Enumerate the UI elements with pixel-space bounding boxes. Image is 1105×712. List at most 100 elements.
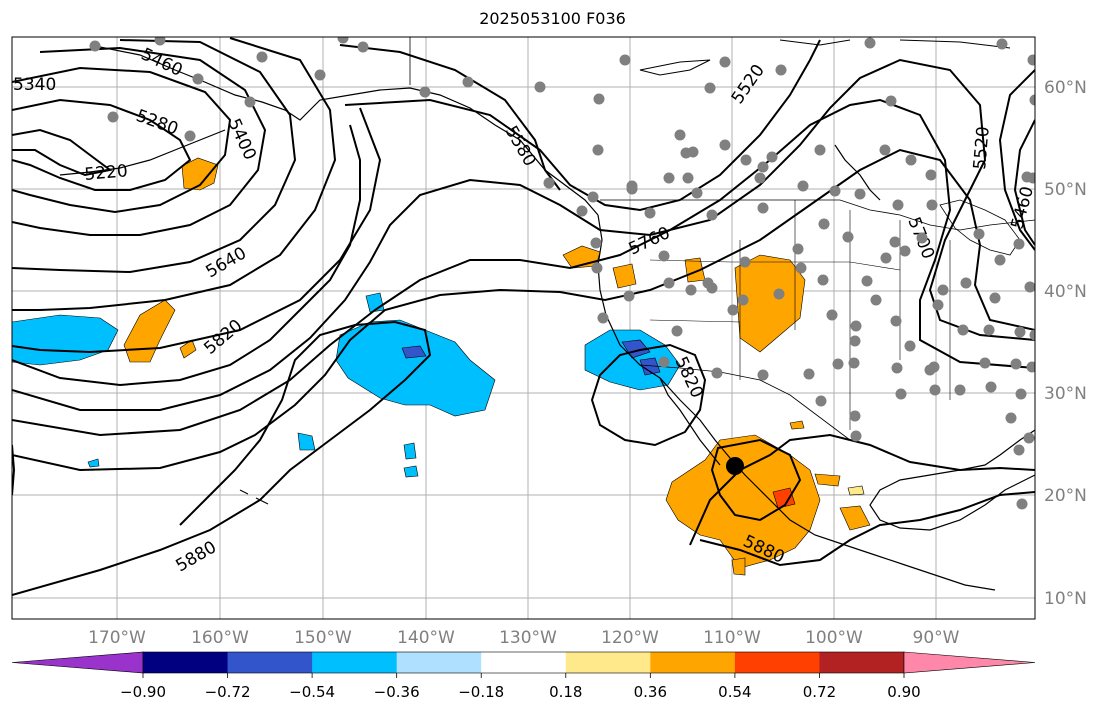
contour-5880-south xyxy=(689,433,1035,546)
contour-5400 xyxy=(12,46,267,236)
station-dot xyxy=(916,232,928,244)
colorbar-tick-labels: −0.90 −0.72 −0.54 −0.36 −0.18 0.18 0.36 0.54 0.7… xyxy=(120,673,921,701)
map-title: 2025053100 F036 xyxy=(479,9,626,28)
station-dot xyxy=(957,324,969,336)
contour-5880-loop xyxy=(710,438,802,522)
latitude-label: 60°N xyxy=(1044,78,1087,98)
contour-5220 xyxy=(12,128,113,177)
station-dot xyxy=(1010,358,1022,370)
longitude-label: 100°W xyxy=(805,628,863,648)
contour-5880 xyxy=(12,320,432,596)
station-dot xyxy=(848,357,860,369)
anomaly-shading xyxy=(12,157,871,576)
station-dot xyxy=(314,69,326,81)
contour-5580 xyxy=(12,44,561,354)
station-dot xyxy=(1029,94,1035,106)
longitude-label: 90°W xyxy=(913,628,960,648)
station-dot xyxy=(740,154,752,166)
station-dot xyxy=(775,64,787,76)
station-dot xyxy=(1013,444,1025,456)
station-dot xyxy=(832,358,844,370)
station-dot xyxy=(663,172,675,184)
longitude-label: 110°W xyxy=(703,628,761,648)
longitude-label: 120°W xyxy=(601,628,659,648)
canada-us-border xyxy=(600,199,1035,231)
negative-anomaly-region xyxy=(87,458,100,468)
west-coast xyxy=(597,214,996,591)
station-dot xyxy=(757,369,769,381)
alaska-coastline xyxy=(89,44,599,216)
station-dot xyxy=(587,191,599,203)
contour-5640 xyxy=(12,39,821,387)
station-dot xyxy=(591,262,603,274)
colorbar-swatch xyxy=(312,652,398,673)
station-dot xyxy=(727,304,739,316)
contour-5520-east xyxy=(1013,119,1035,246)
colorbar-swatch xyxy=(819,652,905,673)
station-dot xyxy=(576,205,588,217)
station-dot xyxy=(954,384,966,396)
station-dot xyxy=(996,38,1008,50)
station-dot xyxy=(889,236,901,248)
station-dot xyxy=(719,56,731,68)
station-dot xyxy=(256,51,268,63)
positive-anomaly-region xyxy=(665,434,821,569)
storm-center-marker xyxy=(726,457,744,475)
station-dot xyxy=(623,290,635,302)
station-dot xyxy=(619,54,631,66)
colorbar-swatch xyxy=(396,652,482,673)
station-dot xyxy=(154,37,166,46)
station-dot xyxy=(1029,329,1035,341)
colorbar-tick-label: −0.18 xyxy=(458,683,504,701)
colorbar-tick-label: 0.36 xyxy=(634,683,667,701)
station-dot xyxy=(737,294,749,306)
station-dot xyxy=(818,218,830,230)
station-dot xyxy=(757,202,769,214)
station-dot xyxy=(1027,172,1035,184)
station-dot xyxy=(1027,54,1035,66)
station-dot xyxy=(994,254,1006,266)
station-dot xyxy=(754,172,766,184)
contour-5460 xyxy=(12,39,297,274)
station-markers xyxy=(89,37,1035,510)
station-dot xyxy=(244,96,256,108)
station-dot xyxy=(864,37,876,49)
station-dot xyxy=(850,430,862,442)
station-dot xyxy=(671,325,683,337)
station-dot xyxy=(926,199,938,211)
longitude-label: 160°W xyxy=(191,628,249,648)
station-dot xyxy=(983,324,995,336)
state-borders xyxy=(649,200,951,430)
colorbar-swatch xyxy=(650,652,736,673)
hudson-bay xyxy=(834,144,881,201)
station-dot xyxy=(891,362,903,374)
colorbar-extend-max xyxy=(903,651,1036,674)
station-dot xyxy=(626,183,638,195)
station-dot xyxy=(711,367,723,379)
station-dot xyxy=(849,335,861,347)
station-dot xyxy=(985,381,997,393)
station-dot xyxy=(685,284,697,296)
contour-5280 xyxy=(12,98,192,191)
station-dot xyxy=(814,144,826,156)
colorbar-swatch xyxy=(227,652,313,673)
station-dot xyxy=(932,299,944,311)
us-mexico-border xyxy=(639,364,851,441)
station-dot xyxy=(795,262,807,274)
contour-label: 5520 xyxy=(970,126,994,171)
positive-anomaly-region xyxy=(789,420,805,430)
station-dot xyxy=(989,292,1001,304)
station-dot xyxy=(1024,281,1035,293)
contour-5520-west xyxy=(12,37,337,311)
station-dot xyxy=(925,169,937,181)
station-dot xyxy=(107,111,119,123)
colorbar-tick-label: −0.72 xyxy=(205,683,251,701)
station-dot xyxy=(674,129,686,141)
station-dot xyxy=(739,256,751,268)
station-dot xyxy=(854,188,866,200)
colorbar-swatch xyxy=(143,652,229,673)
longitude-label: 170°W xyxy=(88,628,146,648)
coastlines xyxy=(59,37,1035,591)
longitude-label: 150°W xyxy=(294,628,352,648)
station-dot xyxy=(419,86,431,98)
